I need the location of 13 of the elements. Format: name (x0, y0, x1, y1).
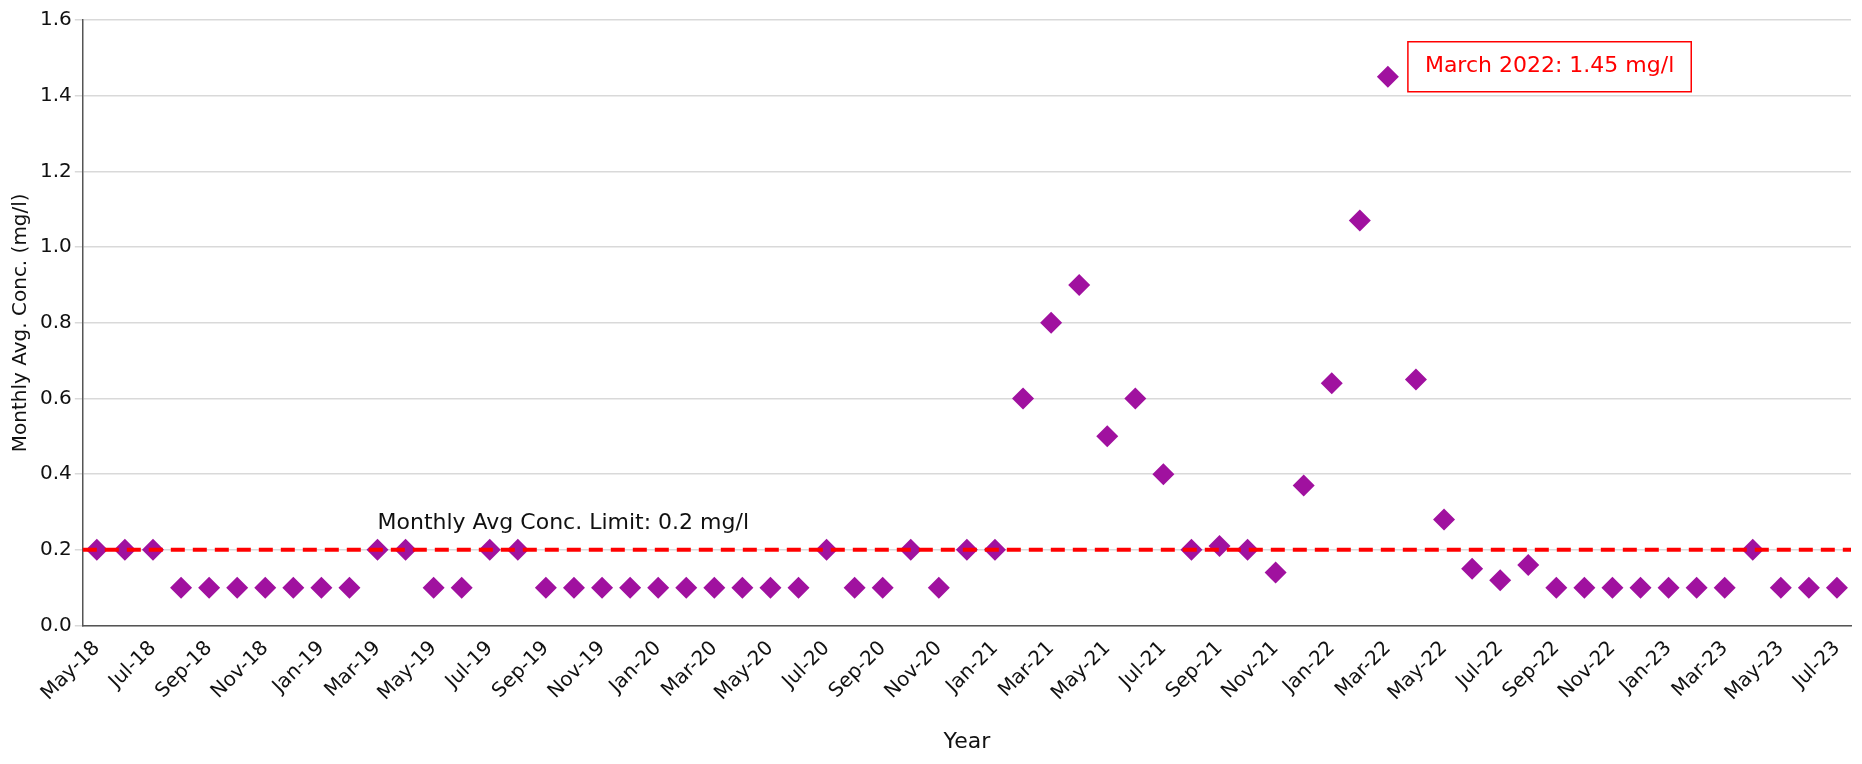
annotation: March 2022: 1.45 mg/l (1424, 52, 1675, 78)
y-tick-label: 1.0 (39, 233, 72, 258)
y-tick-label: 0.6 (39, 384, 72, 409)
y-tick-label: 1.6 (39, 6, 72, 31)
y-tick-label: 0.0 (39, 611, 72, 636)
ref-line-label: Monthly Avg Conc. Limit: 0.2 mg/l (377, 508, 750, 534)
y-axis-title: Monthly Avg. Conc. (mg/l) (7, 193, 32, 453)
y-tick-label: 1.4 (39, 81, 72, 106)
y-tick-label: 0.2 (39, 536, 72, 561)
y-tick-label: 0.8 (39, 308, 72, 333)
y-tick-label: 0.4 (39, 460, 72, 485)
x-axis-title: Year (942, 727, 992, 753)
y-tick-label: 1.2 (39, 157, 72, 182)
